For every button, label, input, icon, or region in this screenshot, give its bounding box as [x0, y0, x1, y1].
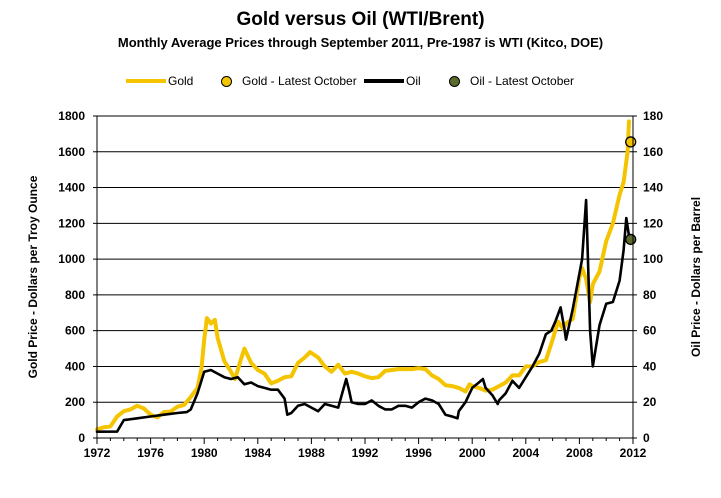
x-tick-label: 2004: [512, 446, 539, 460]
y-right-tick-label: 40: [643, 359, 657, 373]
legend-label-gold: Gold: [168, 74, 194, 88]
oil-latest-october-point: [625, 233, 637, 246]
x-tick-label: 1996: [405, 446, 432, 460]
legend-item-gold: Gold: [126, 74, 193, 88]
x-tick-label: 2012: [620, 446, 647, 460]
legend: Gold Gold - Latest October Oil Oil - Lat…: [0, 74, 721, 90]
y-right-tick-label: 100: [643, 252, 663, 266]
y-left-tick-label: 0: [78, 431, 85, 445]
y-left-tick-label: 800: [65, 288, 85, 302]
y-axis-left-ticks: 0 200 400 600 800 1000 1200 1400 1600 1800: [58, 109, 97, 445]
y-left-tick-label: 200: [65, 395, 85, 409]
y-left-tick-label: 600: [65, 324, 85, 338]
x-tick-label: 1984: [244, 446, 271, 460]
legend-swatch-gold: [126, 79, 166, 83]
y-axis-right-ticks: 0 20 40 60 80 100 120 140 160 180: [633, 109, 663, 445]
legend-item-oil: Oil: [364, 74, 421, 88]
legend-label-oil-latest: Oil - Latest October: [470, 74, 575, 88]
grid-lines: [97, 115, 633, 403]
y-left-tick-label: 1800: [58, 109, 85, 123]
y-axis-left-label: Gold Price - Dollars per Troy Ounce: [26, 175, 40, 378]
chart-subtitle: Monthly Average Prices through September…: [117, 35, 604, 50]
y-right-tick-label: 160: [643, 145, 663, 159]
series-layer: [95, 119, 631, 434]
plot-area: [96, 115, 634, 439]
y-right-tick-label: 20: [643, 395, 657, 409]
gold-latest-october-point: [625, 136, 637, 148]
x-tick-label: 1992: [352, 446, 379, 460]
y-right-tick-label: 120: [643, 216, 663, 230]
legend-label-oil: Oil: [406, 74, 421, 88]
y-right-tick-label: 140: [643, 181, 663, 195]
series-oil-line: [95, 198, 631, 434]
legend-item-oil-latest: Oil - Latest October: [449, 74, 574, 88]
y-axis-right-label: Oil Price - Dollars per Barrel: [689, 197, 703, 357]
y-left-tick-label: 1600: [58, 145, 85, 159]
series-gold-line: [95, 119, 631, 432]
y-right-tick-label: 0: [643, 431, 650, 445]
y-left-tick-label: 400: [65, 359, 85, 373]
y-left-tick-label: 1000: [58, 252, 85, 266]
x-tick-label: 2008: [566, 446, 593, 460]
chart-title: Gold versus Oil (WTI/Brent): [236, 9, 485, 30]
legend-marker-gold-latest: [221, 75, 232, 87]
y-right-tick-label: 180: [643, 109, 663, 123]
x-tick-label: 2000: [459, 446, 486, 460]
y-right-tick-label: 80: [643, 288, 657, 302]
y-right-tick-label: 60: [643, 324, 657, 338]
legend-label-gold-latest: Gold - Latest October: [242, 74, 357, 88]
legend-item-gold-latest: Gold - Latest October: [221, 74, 357, 88]
x-tick-label: 1988: [298, 446, 325, 460]
x-tick-label: 1972: [84, 446, 111, 460]
legend-swatch-oil: [364, 79, 404, 83]
legend-marker-oil-latest: [449, 75, 460, 87]
x-tick-label: 1980: [191, 446, 218, 460]
y-left-tick-label: 1200: [58, 216, 85, 230]
x-axis-ticks: 1972 1976 1980 1984 1988 1992 1996 2000 2004 2008…: [84, 438, 647, 460]
y-left-tick-label: 1400: [58, 181, 85, 195]
x-tick-label: 1976: [137, 446, 164, 460]
